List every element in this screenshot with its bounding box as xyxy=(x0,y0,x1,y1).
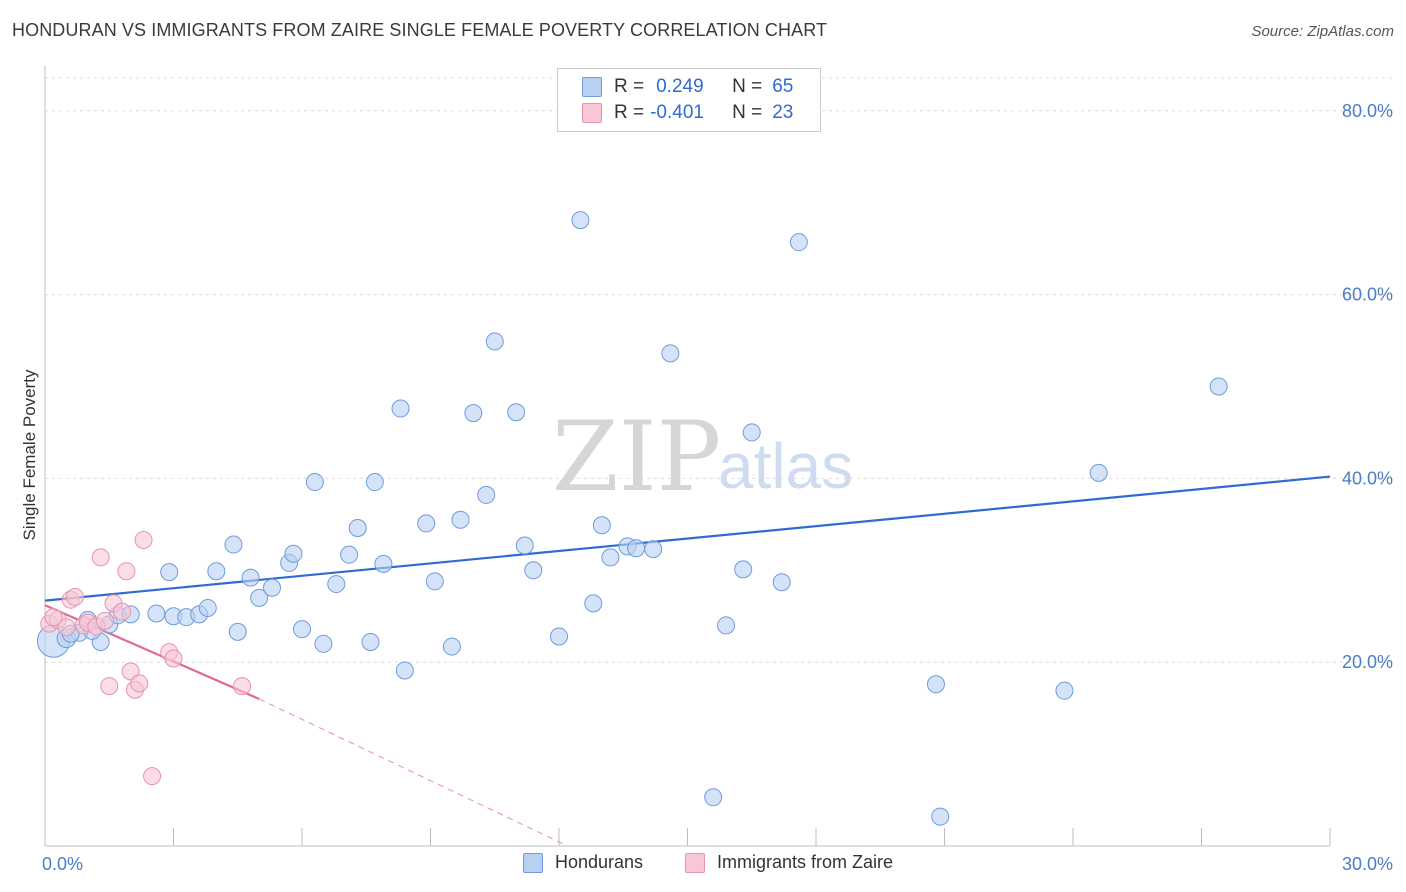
honduran-point xyxy=(250,588,269,607)
series-swatch-zaire xyxy=(685,852,705,873)
y-tick-label: 20.0% xyxy=(1342,652,1393,672)
y-tick-label: 40.0% xyxy=(1342,468,1393,488)
legend-r-value: -0.401 xyxy=(650,102,704,123)
zaire-point xyxy=(91,548,110,567)
zaire-point xyxy=(134,530,153,549)
honduran-point xyxy=(348,519,367,538)
honduran-point xyxy=(293,620,311,639)
honduran-point xyxy=(305,473,324,492)
honduran-point xyxy=(442,637,461,656)
honduran-point xyxy=(584,594,603,613)
honduran-point xyxy=(627,539,646,558)
honduran-point xyxy=(571,211,590,230)
honduran-point xyxy=(789,233,808,252)
legend-n-value: 23 xyxy=(772,102,794,123)
series-swatch-hondurans xyxy=(523,852,543,873)
trend-lines xyxy=(44,475,1331,847)
honduran-point xyxy=(417,514,436,533)
watermark-zip: ZIP xyxy=(552,401,721,513)
zaire-point xyxy=(117,562,136,581)
honduran-point xyxy=(451,510,470,529)
legend-r-label: R = xyxy=(614,102,645,123)
y-tick-label: 60.0% xyxy=(1342,285,1393,305)
honduran-point xyxy=(340,545,359,564)
zaire-point xyxy=(65,587,84,606)
zaire-point xyxy=(130,674,149,693)
honduran-point xyxy=(327,575,346,594)
honduran-point xyxy=(374,554,393,573)
honduran-point xyxy=(742,423,761,442)
honduran-point xyxy=(1089,463,1108,482)
y-axis-label: Single Female Poverty xyxy=(20,369,39,541)
legend-r-label: R = xyxy=(614,76,645,97)
honduran-point xyxy=(704,788,723,807)
honduran-point xyxy=(391,399,410,418)
honduran-point xyxy=(314,634,333,653)
honduran-point xyxy=(284,544,303,563)
honduran-point xyxy=(365,473,384,492)
data-points xyxy=(36,211,1228,826)
y-tick-labels: 20.0% 40.0% 60.0% 80.0% xyxy=(1342,101,1393,672)
honduran-point xyxy=(147,604,166,623)
series-label-zaire: Immigrants from Zaire xyxy=(717,852,894,872)
honduran-point xyxy=(524,561,543,580)
honduran-point xyxy=(198,598,217,617)
legend-swatch-hondurans xyxy=(582,77,602,97)
honduran-point xyxy=(515,536,534,555)
honduran-point xyxy=(160,563,179,582)
honduran-point xyxy=(464,404,483,423)
legend-r-value: 0.249 xyxy=(656,76,704,97)
honduran-point xyxy=(550,627,568,646)
honduran-point xyxy=(477,485,496,504)
honduran-point xyxy=(601,548,620,567)
legend-n-value: 65 xyxy=(772,76,794,97)
honduran-point xyxy=(734,560,753,579)
chart-title: HONDURAN VS IMMIGRANTS FROM ZAIRE SINGLE… xyxy=(12,20,828,40)
zaire-point xyxy=(113,602,132,621)
honduran-point xyxy=(1055,681,1074,700)
honduran-point xyxy=(395,661,414,680)
zaire-point xyxy=(233,677,252,696)
honduran-point xyxy=(425,572,444,591)
zaire-point xyxy=(44,608,63,627)
honduran-point xyxy=(926,675,945,694)
axes xyxy=(44,66,1331,847)
correlation-legend: R = 0.249 N = 65 R = -0.401 N = 23 xyxy=(557,68,821,132)
watermark-atlas: atlas xyxy=(718,430,853,502)
legend-swatch-zaire xyxy=(582,103,602,123)
honduran-point xyxy=(772,573,791,592)
x-tick-labels: 0.0% 30.0% xyxy=(42,854,1393,874)
honduran-point xyxy=(263,578,282,597)
honduran-point xyxy=(241,568,260,587)
honduran-point xyxy=(931,807,950,826)
series-label-hondurans: Hondurans xyxy=(555,852,644,872)
honduran-point xyxy=(507,403,526,422)
honduran-point xyxy=(592,516,611,535)
zaire-point xyxy=(143,767,162,786)
honduran-point xyxy=(228,622,247,641)
x-tick-label: 0.0% xyxy=(42,854,83,874)
series-legend-hondurans: Hondurans xyxy=(523,852,643,873)
source-credit: Source: ZipAtlas.com xyxy=(1251,23,1394,40)
honduran-point xyxy=(644,540,663,559)
zaire-trend-extension xyxy=(258,698,568,847)
legend-n-label: N = xyxy=(732,102,763,123)
zaire-point xyxy=(95,611,114,630)
series-legend-zaire: Immigrants from Zaire xyxy=(685,852,893,873)
legend-n-label: N = xyxy=(732,76,763,97)
zaire-point xyxy=(164,649,183,668)
honduran-point xyxy=(1209,377,1228,396)
x-tick-label: 30.0% xyxy=(1342,854,1393,874)
honduran-point xyxy=(207,562,226,581)
honduran-point xyxy=(485,332,504,351)
legend-row-hondurans: R = 0.249 N = 65 xyxy=(582,74,793,100)
y-tick-label: 80.0% xyxy=(1342,101,1393,121)
honduran-point xyxy=(361,632,380,651)
legend-row-zaire: R = -0.401 N = 23 xyxy=(582,100,793,126)
honduran-point xyxy=(717,616,736,635)
honduran-point xyxy=(661,344,680,363)
zaire-point xyxy=(100,677,119,696)
honduran-point xyxy=(224,535,243,554)
